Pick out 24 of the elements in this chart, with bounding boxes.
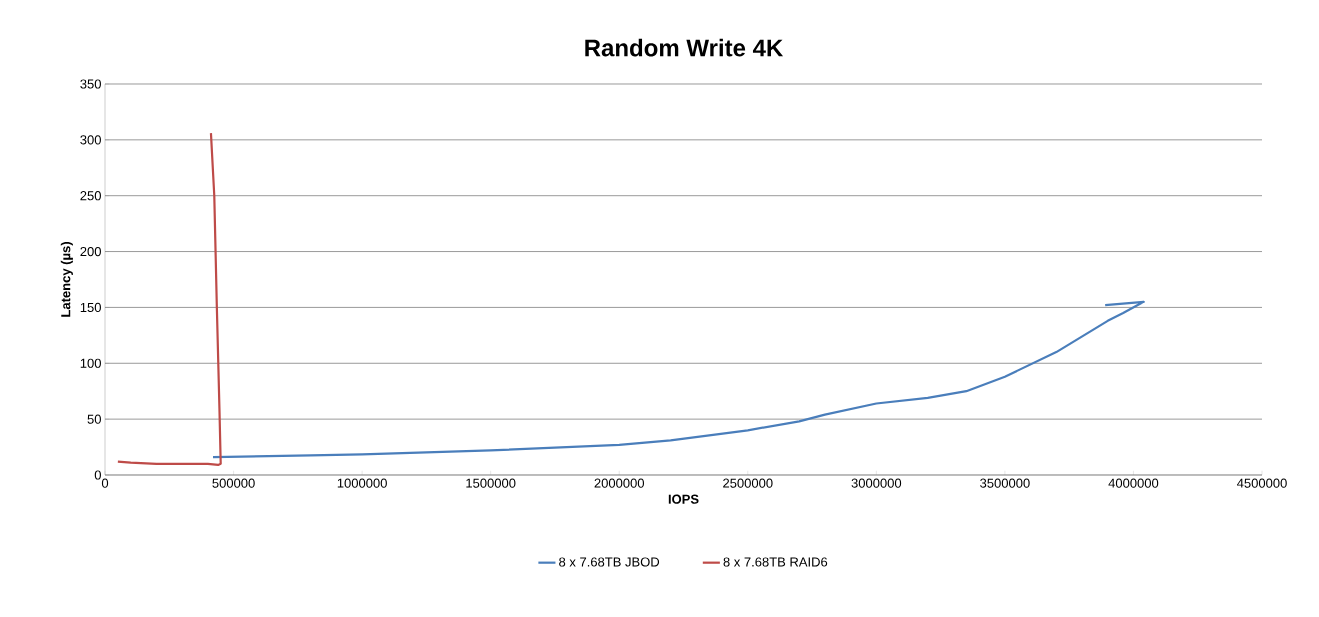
y-tick-label: 200 <box>80 246 101 257</box>
y-tick-label: 250 <box>80 191 101 201</box>
y-tick-label: 50 <box>87 414 101 424</box>
x-tick-label: 500000 <box>212 478 255 488</box>
line-series <box>211 300 1145 459</box>
y-tick-label: 0 <box>94 470 101 480</box>
x-tick-label: 0 <box>101 478 109 488</box>
legend-label: 8 x 7.68TB JBOD <box>559 557 660 567</box>
x-tick-label: 3000000 <box>851 478 902 488</box>
legend-label: 8 x 7.68TB RAID6 <box>723 557 828 567</box>
x-tick-label: 2000000 <box>594 478 645 488</box>
y-tick-label: 300 <box>80 135 101 145</box>
x-axis-title: IOPS <box>668 494 699 504</box>
x-tick-label: 4500000 <box>1237 478 1287 488</box>
x-tick-label: 2500000 <box>723 478 773 488</box>
x-tick-label: 3500000 <box>980 478 1030 488</box>
chart-title: Random Write 4K <box>585 38 784 57</box>
x-tick-label: 1000000 <box>337 478 387 488</box>
y-axis-title: Latency (µs) <box>60 242 73 317</box>
x-tick-label: 1500000 <box>466 478 516 488</box>
y-tick-label: 100 <box>80 358 101 368</box>
x-tick-label: 4000000 <box>1108 478 1159 488</box>
y-tick-label: 150 <box>80 302 101 313</box>
y-tick-label: 350 <box>80 79 101 89</box>
